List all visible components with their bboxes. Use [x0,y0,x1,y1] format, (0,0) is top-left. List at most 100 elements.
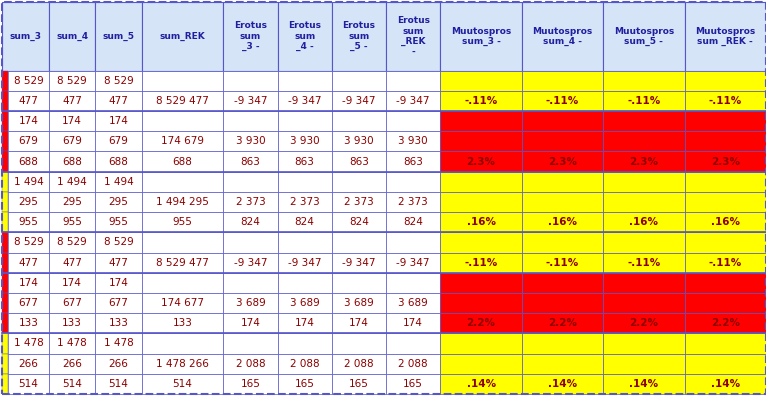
Bar [142,293,223,313]
Bar [386,374,440,394]
Bar [332,232,386,253]
Text: 2.2%: 2.2% [630,318,659,328]
Bar [277,212,332,232]
Bar [95,131,142,151]
Text: 955: 955 [18,217,38,227]
Bar [386,111,440,131]
Text: 8 529 477: 8 529 477 [156,96,209,106]
Bar [49,91,95,111]
Text: 133: 133 [109,318,129,328]
Text: 688: 688 [109,156,129,167]
Text: 863: 863 [241,156,260,167]
Bar [522,374,603,394]
Text: 679: 679 [18,136,38,147]
Text: 824: 824 [403,217,423,227]
Bar [603,293,685,313]
Bar [277,293,332,313]
Bar [685,232,766,253]
Text: 295: 295 [62,197,82,207]
Bar [2,273,8,293]
Text: 677: 677 [62,298,82,308]
Bar [332,171,386,192]
Text: 677: 677 [18,298,38,308]
Text: 3 689: 3 689 [344,298,374,308]
Bar [277,333,332,354]
Bar [2,354,8,374]
Text: 266: 266 [109,359,129,369]
Bar [603,70,685,91]
Bar [223,273,277,293]
Text: sum_4: sum_4 [56,32,88,41]
Text: .16%: .16% [711,217,740,227]
Text: 165: 165 [349,379,369,389]
Text: 8 529: 8 529 [103,76,133,86]
Text: -9 347: -9 347 [342,96,375,106]
Bar [440,232,522,253]
Bar [522,313,603,333]
Text: 477: 477 [18,96,38,106]
Bar [277,313,332,333]
Text: -9 347: -9 347 [234,258,267,268]
Bar [522,111,603,131]
Bar [8,70,49,91]
Text: 295: 295 [109,197,129,207]
Text: 679: 679 [62,136,82,147]
Text: 8 529 477: 8 529 477 [156,258,209,268]
Text: 174: 174 [349,318,369,328]
Bar [142,253,223,273]
Bar [95,333,142,354]
Text: 477: 477 [109,258,129,268]
Text: .16%: .16% [630,217,659,227]
Bar [8,374,49,394]
Bar [49,273,95,293]
Text: -.11%: -.11% [627,258,660,268]
Bar [685,171,766,192]
Text: 3 689: 3 689 [398,298,428,308]
Text: -.11%: -.11% [709,258,742,268]
Bar [8,171,49,192]
Bar [223,131,277,151]
Bar [440,171,522,192]
Text: 133: 133 [172,318,192,328]
Text: 514: 514 [18,379,38,389]
Bar [277,273,332,293]
Bar [386,232,440,253]
Text: .14%: .14% [711,379,740,389]
Text: -9 347: -9 347 [397,258,430,268]
Bar [685,212,766,232]
Text: 174: 174 [62,116,82,126]
Bar [8,111,49,131]
Bar [49,232,95,253]
Text: .16%: .16% [466,217,496,227]
Text: 3 689: 3 689 [235,298,265,308]
Bar [440,354,522,374]
Bar [440,374,522,394]
Text: 133: 133 [62,318,82,328]
Text: Erotus
sum
_REK
-: Erotus sum _REK - [397,16,430,57]
Text: 2 373: 2 373 [235,197,265,207]
Text: -9 347: -9 347 [342,258,375,268]
Bar [522,253,603,273]
Text: 477: 477 [109,96,129,106]
Bar [522,354,603,374]
Text: .14%: .14% [630,379,659,389]
Bar [142,354,223,374]
Bar [95,91,142,111]
Text: 266: 266 [62,359,82,369]
Bar [522,131,603,151]
Bar [2,374,8,394]
Bar [223,171,277,192]
Bar [603,313,685,333]
Bar [95,253,142,273]
Bar [603,151,685,171]
Text: -.11%: -.11% [546,96,579,106]
Bar [603,111,685,131]
Bar [8,333,49,354]
Text: 679: 679 [109,136,129,147]
Bar [223,151,277,171]
Text: 174: 174 [18,278,38,288]
Bar [440,253,522,273]
Bar [386,171,440,192]
Bar [685,374,766,394]
Bar [95,2,142,70]
